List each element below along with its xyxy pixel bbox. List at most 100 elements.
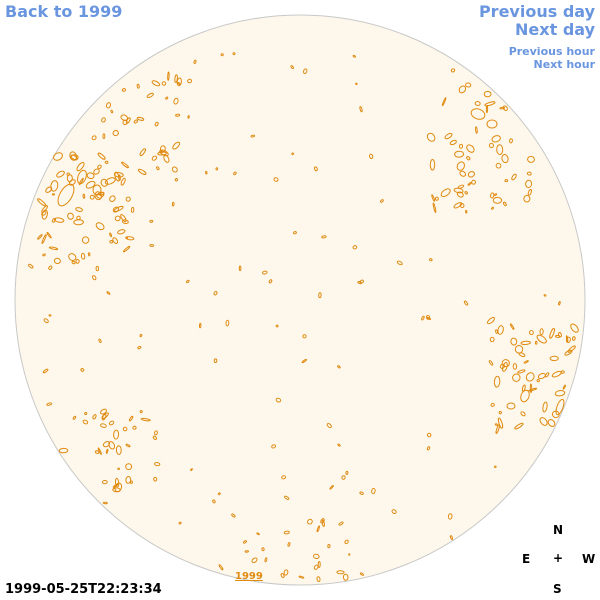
contour-blob: [471, 179, 477, 185]
contour-blob: [171, 166, 178, 173]
contour-blob: [218, 564, 224, 571]
contour-blob: [104, 177, 116, 185]
contour-blob: [280, 573, 285, 578]
contour-blob: [449, 535, 454, 541]
magnetic-contours: [28, 52, 579, 582]
contour-blob: [94, 450, 100, 454]
contour-blob: [492, 196, 503, 204]
back-to-year-link[interactable]: Back to 1999: [5, 2, 123, 21]
contour-blob: [317, 561, 321, 568]
contour-blob: [190, 468, 193, 472]
contour-blob: [98, 338, 102, 343]
next-day-link[interactable]: Next day: [515, 20, 595, 39]
year-link[interactable]: 1999: [235, 571, 263, 582]
contour-blob: [523, 194, 531, 203]
contour-blob: [558, 300, 561, 306]
contour-blob: [101, 413, 107, 421]
contour-blob: [72, 415, 77, 420]
contour-blob: [78, 177, 84, 186]
contour-blob: [495, 162, 502, 169]
contour-blob: [307, 518, 313, 525]
contour-blob: [426, 132, 436, 142]
contour-blob: [512, 373, 521, 382]
contour-blob: [165, 96, 169, 100]
contour-blob: [526, 171, 532, 176]
contour-blob: [117, 467, 120, 471]
contour-blob: [89, 194, 95, 200]
contour-blob: [67, 212, 74, 220]
contour-blob: [281, 475, 287, 480]
contour-blob: [431, 194, 436, 202]
contour-blob: [205, 170, 208, 175]
contour-blob: [122, 245, 131, 253]
contour-blob: [491, 135, 501, 143]
contour-blob: [75, 207, 83, 212]
contour-blob: [355, 82, 358, 86]
contour-blob: [484, 101, 496, 107]
contour-blob: [316, 576, 321, 582]
next-hour-link[interactable]: Next hour: [533, 58, 596, 71]
contour-blob: [110, 109, 114, 114]
contour-blob: [456, 161, 465, 171]
contour-blob: [268, 279, 273, 284]
contour-blob: [520, 340, 531, 346]
contour-blob: [140, 417, 151, 422]
contour-blob: [101, 117, 106, 123]
contour-blob: [121, 161, 129, 169]
contour-blob: [554, 390, 566, 397]
contour-blob: [283, 530, 290, 535]
contour-blob: [48, 246, 59, 251]
contour-blob: [48, 265, 53, 270]
contour-blob: [125, 463, 133, 471]
contour-blob: [57, 183, 75, 207]
contour-blob: [92, 184, 102, 196]
contour-blob: [97, 164, 102, 169]
contour-blob: [261, 547, 265, 552]
contour-blob: [520, 389, 530, 403]
contour-blob: [87, 252, 91, 257]
contour-blob: [454, 150, 465, 158]
contour-blob: [118, 174, 121, 181]
contour-blob: [167, 71, 170, 81]
contour-blob: [102, 441, 111, 448]
contour-blob: [58, 447, 69, 454]
contour-blob: [93, 168, 100, 175]
contour-blob: [283, 569, 289, 576]
contour-blob: [215, 167, 219, 171]
contour-blob: [122, 426, 128, 432]
previous-day-link[interactable]: Previous day: [478, 2, 595, 21]
contour-blob: [46, 231, 52, 239]
contour-blob: [174, 178, 179, 182]
contour-blob: [539, 328, 544, 336]
solar-disk: [14, 14, 586, 586]
contour-blob: [95, 222, 105, 231]
contour-blob: [565, 335, 569, 343]
contour-blob: [100, 408, 107, 415]
contour-blob: [108, 420, 115, 426]
contour-blob: [112, 130, 119, 137]
contour-blob: [499, 106, 506, 110]
previous-hour-link[interactable]: Previous hour: [508, 45, 595, 58]
contour-blob: [291, 152, 295, 156]
contour-blob: [133, 119, 139, 124]
contour-blob: [80, 368, 85, 372]
contour-blob: [467, 171, 475, 178]
contour-blob: [336, 570, 345, 575]
contour-blob: [212, 499, 216, 504]
contour-blob: [45, 186, 53, 193]
contour-blob: [91, 135, 97, 141]
contour-blob: [112, 483, 119, 488]
contour-blob: [53, 257, 61, 265]
contour-blob: [95, 265, 100, 272]
contour-blob: [244, 550, 249, 553]
contour-blob: [121, 219, 129, 224]
contour-blob: [256, 532, 260, 536]
contour-blob: [567, 345, 576, 353]
contour-blob: [494, 423, 498, 426]
contour-blob: [458, 85, 467, 94]
contour-blob: [493, 375, 501, 388]
contour-blob: [502, 361, 508, 372]
contour-blob: [434, 196, 439, 201]
contour-blob: [109, 232, 113, 238]
contour-blob: [102, 501, 108, 505]
